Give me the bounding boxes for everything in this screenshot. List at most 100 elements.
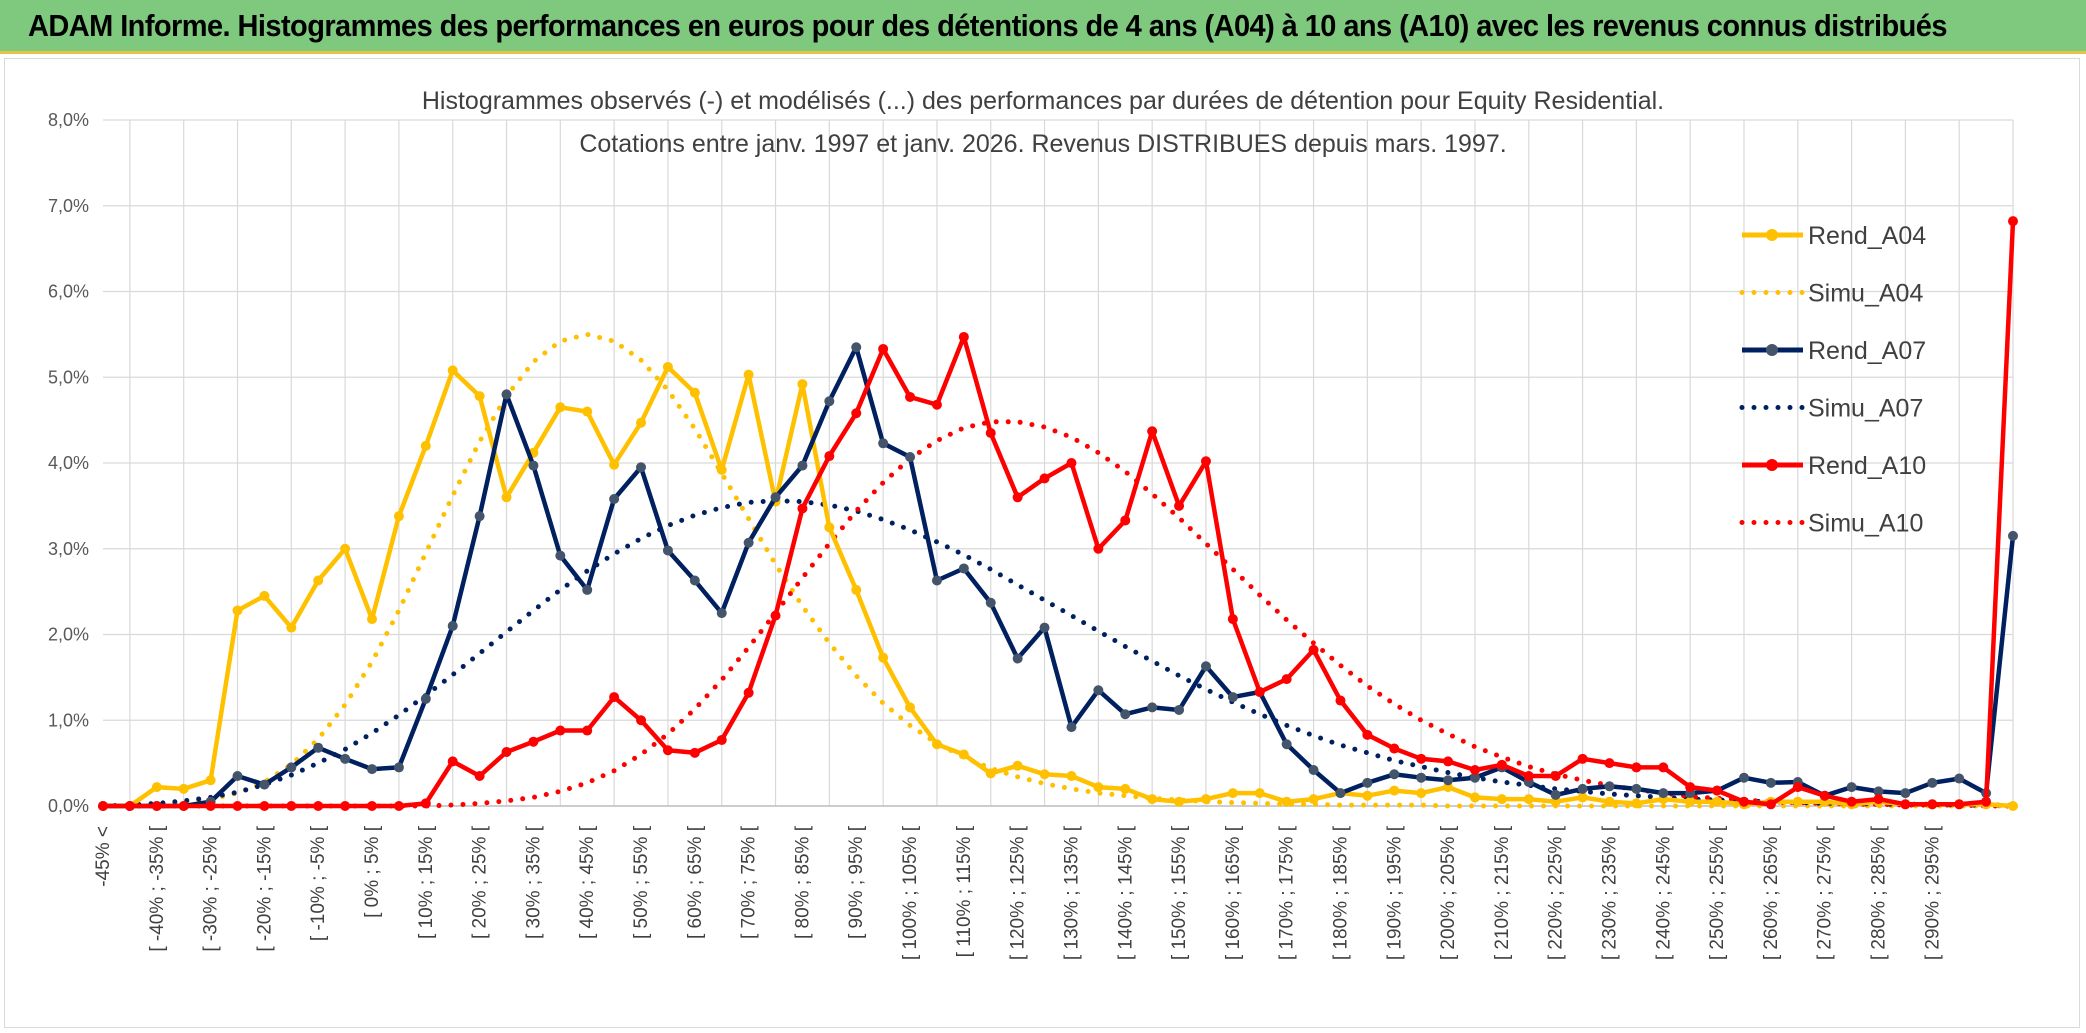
data-point-Rend_A04 — [636, 417, 647, 428]
legend-marker — [1766, 459, 1778, 471]
data-point-Rend_A04 — [205, 775, 216, 786]
data-point-Rend_A10 — [1631, 762, 1642, 773]
data-point-Rend_A10 — [124, 801, 135, 811]
data-point-Rend_A07 — [1604, 781, 1615, 792]
data-point-Rend_A10 — [609, 692, 620, 703]
data-point-Rend_A10 — [1738, 796, 1749, 807]
x-tick-label: [ 140% ; 145% [ — [1115, 825, 1136, 960]
data-point-Rend_A07 — [1362, 777, 1373, 788]
data-point-Rend_A04 — [662, 361, 673, 372]
data-point-Rend_A07 — [528, 460, 539, 471]
data-point-Rend_A07 — [985, 597, 996, 608]
data-point-Rend_A10 — [689, 747, 700, 758]
data-point-Rend_A04 — [743, 369, 754, 380]
data-point-Rend_A10 — [1900, 799, 1911, 810]
y-tick-label: 7,0% — [48, 196, 89, 216]
data-point-Rend_A04 — [1712, 796, 1723, 807]
data-point-Rend_A10 — [985, 427, 996, 438]
data-point-Rend_A04 — [1389, 785, 1400, 796]
data-point-Rend_A07 — [1577, 783, 1588, 794]
data-point-Rend_A10 — [98, 801, 108, 811]
data-point-Rend_A04 — [393, 511, 404, 522]
data-point-Rend_A10 — [1335, 695, 1346, 706]
data-point-Rend_A07 — [636, 462, 647, 473]
data-point-Rend_A04 — [1227, 788, 1238, 799]
data-point-Rend_A07 — [367, 764, 378, 775]
data-point-Rend_A04 — [1604, 796, 1615, 807]
x-tick-label: [ 260% ; 265% [ — [1761, 825, 1782, 960]
x-tick-label: [ 90% ; 95% [ — [846, 825, 867, 939]
legend-label: Rend_A07 — [1808, 337, 1926, 365]
data-point-Rend_A10 — [1174, 500, 1185, 511]
data-point-Rend_A10 — [340, 801, 351, 811]
data-point-Rend_A10 — [1523, 770, 1534, 781]
data-point-Rend_A04 — [2008, 801, 2018, 811]
data-point-Rend_A07 — [286, 762, 297, 773]
data-point-Rend_A10 — [1308, 644, 1319, 655]
data-point-Rend_A04 — [985, 768, 996, 779]
x-tick-label: [ 210% ; 215% [ — [1492, 825, 1513, 960]
data-point-Rend_A07 — [1147, 702, 1158, 713]
data-point-Rend_A07 — [662, 545, 673, 556]
data-point-Rend_A10 — [1819, 790, 1830, 801]
x-tick-label: [ 200% ; 205% [ — [1438, 825, 1459, 960]
x-axis: -45% < [ -40% ; -35% [[ -30% ; -25% [[ -2… — [93, 825, 1943, 960]
data-point-Rend_A10 — [824, 451, 835, 462]
data-point-Rend_A10 — [528, 736, 539, 747]
data-point-Rend_A07 — [1873, 786, 1884, 797]
data-point-Rend_A10 — [851, 408, 862, 419]
y-tick-label: 6,0% — [48, 282, 89, 302]
data-point-Rend_A04 — [1254, 788, 1265, 799]
data-point-Rend_A10 — [1685, 782, 1696, 793]
y-tick-label: 8,0% — [48, 110, 89, 130]
series-line-Rend_A04 — [103, 364, 2014, 809]
data-point-Rend_A04 — [555, 402, 566, 413]
data-point-Rend_A10 — [1496, 759, 1507, 770]
x-tick-label: [ -20% ; -15% [ — [254, 825, 275, 951]
data-point-Rend_A07 — [1469, 772, 1480, 783]
data-point-Rend_A10 — [1093, 543, 1104, 554]
x-tick-label: [ 0% ; 5% [ — [362, 825, 383, 918]
data-point-Rend_A04 — [1496, 794, 1507, 805]
data-point-Rend_A07 — [878, 438, 889, 449]
data-point-Rend_A10 — [1577, 753, 1588, 764]
data-point-Rend_A04 — [232, 605, 243, 616]
data-point-Rend_A10 — [501, 746, 512, 757]
grid — [103, 119, 2014, 807]
y-axis: 0,0% 1,0% 2,0% 3,0% 4,0% 5,0% 6,0% 7,0% 8,0% — [48, 110, 89, 816]
banner-title: ADAM Informe. Histogrammes des performan… — [28, 8, 1947, 43]
data-point-Rend_A07 — [689, 575, 700, 586]
data-point-Rend_A04 — [958, 749, 969, 760]
data-point-Rend_A04 — [367, 614, 378, 625]
data-point-Rend_A07 — [1335, 788, 1346, 799]
data-point-Rend_A10 — [1604, 758, 1615, 769]
data-point-Rend_A07 — [1093, 685, 1104, 696]
data-point-Rend_A07 — [797, 460, 808, 471]
data-point-Rend_A10 — [1012, 492, 1023, 503]
data-point-Rend_A07 — [1200, 661, 1211, 672]
data-point-Rend_A07 — [609, 494, 620, 505]
data-point-Rend_A04 — [1443, 782, 1454, 793]
legend-marker — [1766, 229, 1778, 241]
data-point-Rend_A10 — [1550, 770, 1561, 781]
data-point-Rend_A10 — [232, 801, 243, 811]
data-point-Rend_A10 — [1954, 799, 1965, 810]
data-point-Rend_A07 — [1550, 789, 1561, 800]
data-point-Rend_A07 — [905, 451, 916, 462]
data-point-Rend_A04 — [259, 590, 270, 601]
data-point-Rend_A07 — [824, 396, 835, 407]
x-tick-label: [ 220% ; 225% [ — [1546, 825, 1567, 960]
x-tick-label: [ 170% ; 175% [ — [1277, 825, 1298, 960]
x-tick-label: [ 110% ; 115% [ — [954, 825, 975, 957]
data-point-Rend_A04 — [151, 782, 162, 793]
data-point-Rend_A07 — [1416, 772, 1427, 783]
data-point-Rend_A07 — [1900, 788, 1911, 799]
legend-label: Rend_A10 — [1808, 452, 1926, 480]
data-point-Rend_A04 — [1147, 794, 1158, 805]
x-tick-label: [ 70% ; 75% [ — [739, 825, 760, 939]
data-point-Rend_A04 — [420, 440, 431, 451]
data-point-Rend_A04 — [474, 391, 485, 402]
x-tick-label: [ 250% ; 255% [ — [1707, 825, 1728, 960]
x-tick-label: [ 60% ; 65% [ — [685, 825, 706, 939]
